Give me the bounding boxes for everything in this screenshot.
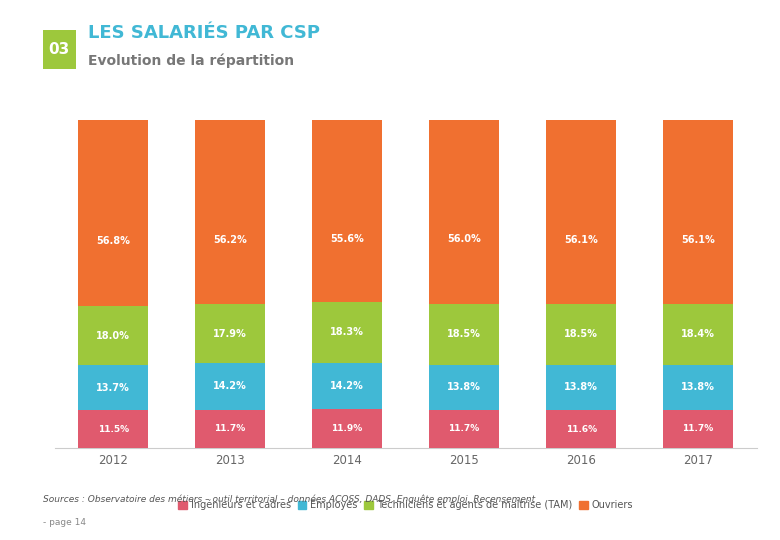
Text: 56.1%: 56.1% — [681, 235, 715, 245]
Text: 03: 03 — [48, 42, 70, 57]
Text: 17.9%: 17.9% — [213, 329, 247, 339]
Text: 56.1%: 56.1% — [564, 235, 598, 245]
Text: 56.8%: 56.8% — [96, 236, 130, 246]
Bar — [663, 304, 733, 365]
Bar — [429, 364, 499, 410]
Bar — [546, 120, 616, 304]
Text: - page 14: - page 14 — [43, 518, 86, 528]
Bar — [546, 365, 616, 410]
Bar — [429, 120, 499, 304]
Text: 55.6%: 55.6% — [330, 234, 364, 244]
Text: 13.7%: 13.7% — [96, 383, 130, 393]
Bar — [429, 304, 499, 365]
Bar — [546, 410, 616, 448]
Bar — [78, 306, 148, 366]
Text: Sources : Observatoire des métiers – outil territorial – données ACOSS, DADS, En: Sources : Observatoire des métiers – out… — [43, 494, 535, 504]
Bar — [663, 364, 733, 410]
Bar — [195, 363, 265, 410]
Text: 14.2%: 14.2% — [330, 381, 364, 391]
Text: 56.0%: 56.0% — [447, 234, 481, 245]
Bar — [312, 362, 382, 409]
Bar — [195, 410, 265, 448]
Text: 11.6%: 11.6% — [566, 424, 597, 434]
Bar — [312, 120, 382, 302]
Text: 13.8%: 13.8% — [564, 382, 598, 393]
Bar — [78, 410, 148, 448]
Text: 11.9%: 11.9% — [332, 424, 363, 433]
Bar — [663, 120, 733, 304]
Text: 18.5%: 18.5% — [447, 329, 481, 339]
Text: 18.4%: 18.4% — [681, 329, 715, 339]
Bar — [312, 409, 382, 448]
Bar — [663, 410, 733, 448]
Text: 18.5%: 18.5% — [564, 329, 598, 340]
Legend: Ingénieurs et cadres, Employés, Techniciens et agents de maîtrise (TAM), Ouvrier: Ingénieurs et cadres, Employés, Technici… — [178, 500, 633, 510]
Text: 18.0%: 18.0% — [96, 331, 130, 341]
Bar — [195, 305, 265, 363]
Bar — [546, 304, 616, 365]
Text: 11.7%: 11.7% — [682, 424, 714, 434]
Text: 14.2%: 14.2% — [213, 381, 247, 391]
Text: 13.8%: 13.8% — [447, 382, 481, 392]
Bar — [78, 366, 148, 410]
Bar — [195, 120, 265, 305]
Text: 56.2%: 56.2% — [213, 235, 247, 245]
Bar — [78, 120, 148, 306]
Text: Evolution de la répartition: Evolution de la répartition — [88, 54, 294, 69]
Bar — [312, 302, 382, 362]
Text: 11.5%: 11.5% — [98, 425, 129, 434]
Text: 11.7%: 11.7% — [448, 424, 480, 434]
Text: 11.7%: 11.7% — [215, 424, 246, 434]
Bar — [429, 410, 499, 448]
Text: LES SALARIÉS PAR CSP: LES SALARIÉS PAR CSP — [88, 24, 320, 42]
Text: 13.8%: 13.8% — [681, 382, 715, 392]
Text: 18.3%: 18.3% — [330, 327, 364, 338]
